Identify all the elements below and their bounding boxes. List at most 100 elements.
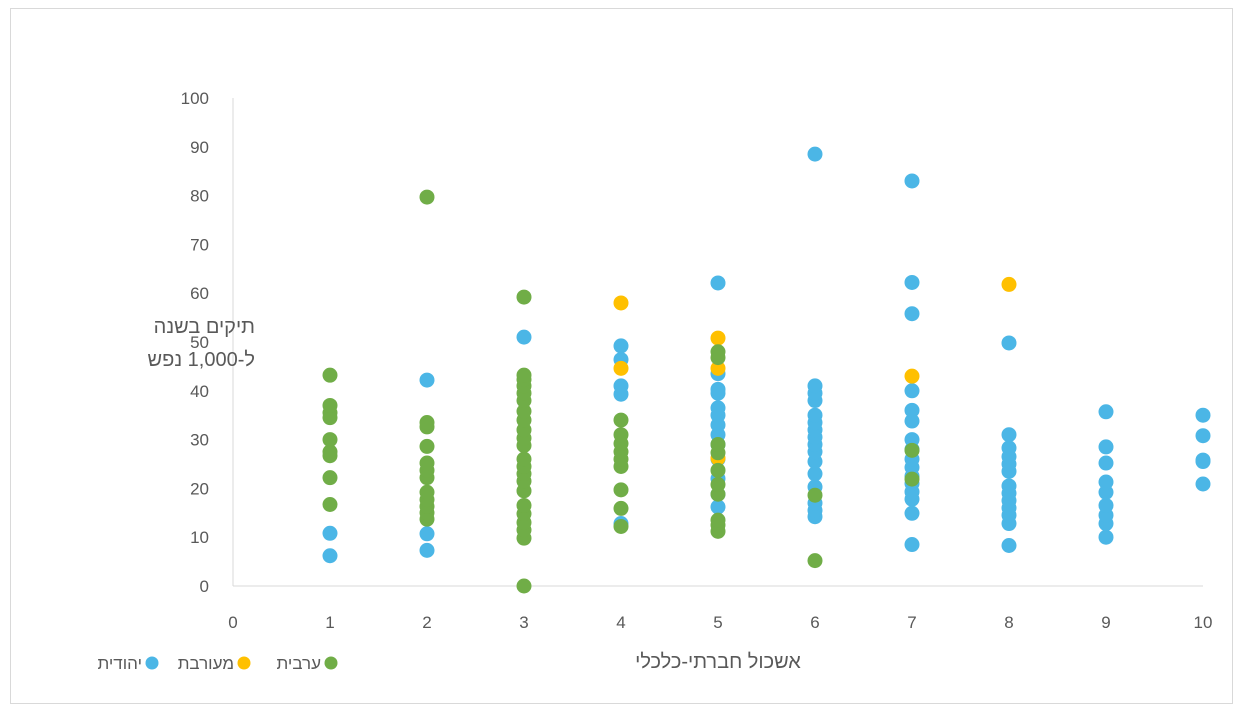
data-point-series-0 [808, 147, 823, 162]
data-point-series-2 [323, 368, 338, 383]
legend: ערבית מעורבת יהודית [97, 654, 337, 673]
data-point-series-0 [1099, 439, 1114, 454]
data-point-series-2 [517, 368, 532, 383]
data-point-series-2 [808, 488, 823, 503]
data-point-series-0 [905, 506, 920, 521]
x-tick-label: 6 [810, 613, 819, 632]
data-point-series-0 [711, 275, 726, 290]
y-tick-label: 20 [190, 479, 209, 498]
data-point-series-0 [323, 548, 338, 563]
data-point-series-0 [905, 173, 920, 188]
y-axis-title-line-2: ל-1,000 נפש [148, 349, 255, 371]
data-point-series-0 [1002, 440, 1017, 455]
data-point-series-0 [1099, 456, 1114, 471]
legend-marker-mixed [238, 657, 251, 670]
data-point-series-0 [808, 378, 823, 393]
data-point-series-0 [517, 330, 532, 345]
data-point-series-0 [1002, 335, 1017, 350]
x-tick-label: 8 [1004, 613, 1013, 632]
data-point-series-2 [323, 432, 338, 447]
data-point-series-2 [323, 398, 338, 413]
y-tick-label: 80 [190, 187, 209, 206]
data-point-series-0 [808, 408, 823, 423]
data-point-series-0 [905, 275, 920, 290]
x-tick-label: 5 [713, 613, 722, 632]
y-tick-label: 60 [190, 284, 209, 303]
data-point-series-2 [808, 553, 823, 568]
x-tick-label: 4 [616, 613, 625, 632]
data-point-series-2 [905, 472, 920, 487]
x-tick-label: 9 [1101, 613, 1110, 632]
data-points [323, 147, 1211, 594]
data-point-series-0 [905, 306, 920, 321]
data-point-series-2 [420, 439, 435, 454]
data-point-series-0 [711, 382, 726, 397]
data-point-series-0 [1099, 404, 1114, 419]
y-tick-label: 40 [190, 382, 209, 401]
data-point-series-0 [905, 537, 920, 552]
data-point-series-2 [614, 413, 629, 428]
legend-label-mixed: מעורבת [178, 654, 234, 673]
data-point-series-2 [711, 513, 726, 528]
data-point-series-1 [1002, 277, 1017, 292]
data-point-series-0 [905, 383, 920, 398]
data-point-series-2 [614, 501, 629, 516]
x-tick-label: 7 [907, 613, 916, 632]
x-tick-label: 2 [422, 613, 431, 632]
x-axis-title: אשכול חברתי-כלכלי [635, 651, 801, 673]
data-point-series-2 [420, 190, 435, 205]
x-tick-label: 3 [519, 613, 528, 632]
data-point-series-2 [711, 463, 726, 478]
data-point-series-0 [1099, 530, 1114, 545]
data-point-series-2 [711, 437, 726, 452]
y-tick-label: 70 [190, 235, 209, 254]
data-point-series-1 [905, 369, 920, 384]
data-point-series-2 [614, 427, 629, 442]
data-point-series-0 [323, 526, 338, 541]
data-point-series-0 [1099, 475, 1114, 490]
data-point-series-0 [1002, 478, 1017, 493]
y-tick-label: 30 [190, 431, 209, 450]
data-point-series-0 [1099, 498, 1114, 513]
data-point-series-2 [517, 290, 532, 305]
data-point-series-2 [614, 519, 629, 534]
data-point-series-2 [905, 443, 920, 458]
data-point-series-2 [711, 344, 726, 359]
legend-marker-jewish [146, 657, 159, 670]
data-point-series-0 [420, 543, 435, 558]
data-point-series-0 [420, 526, 435, 541]
data-point-series-2 [420, 415, 435, 430]
data-point-series-0 [1196, 453, 1211, 468]
data-point-series-1 [711, 331, 726, 346]
y-tick-labels: 0 10 20 30 40 50 60 70 80 90 100 [181, 89, 209, 596]
legend-label-jewish: יהודית [97, 654, 142, 673]
data-point-series-2 [323, 470, 338, 485]
data-point-series-0 [1196, 408, 1211, 423]
data-point-series-0 [1196, 477, 1211, 492]
data-point-series-0 [711, 400, 726, 415]
data-point-series-2 [420, 485, 435, 500]
y-tick-label: 100 [181, 89, 209, 108]
y-tick-label: 10 [190, 528, 209, 547]
x-tick-label: 0 [228, 613, 237, 632]
data-point-series-0 [905, 403, 920, 418]
y-axis-title-line-1: תיקים בשנה [154, 316, 255, 338]
data-point-series-0 [614, 378, 629, 393]
data-point-series-2 [517, 452, 532, 467]
x-tick-label: 10 [1194, 613, 1213, 632]
data-point-series-0 [1196, 428, 1211, 443]
data-point-series-2 [517, 498, 532, 513]
legend-label-arab: ערבית [277, 654, 322, 673]
data-point-series-1 [614, 295, 629, 310]
x-tick-labels: 0 1 2 3 4 5 6 7 8 9 10 [228, 613, 1212, 632]
data-point-series-1 [614, 361, 629, 376]
y-tick-label: 90 [190, 138, 209, 157]
data-point-series-2 [711, 477, 726, 492]
y-tick-label: 0 [200, 577, 209, 596]
data-point-series-0 [614, 338, 629, 353]
data-point-series-2 [517, 579, 532, 594]
data-point-series-0 [1002, 427, 1017, 442]
data-point-series-2 [420, 456, 435, 471]
data-point-series-2 [614, 482, 629, 497]
